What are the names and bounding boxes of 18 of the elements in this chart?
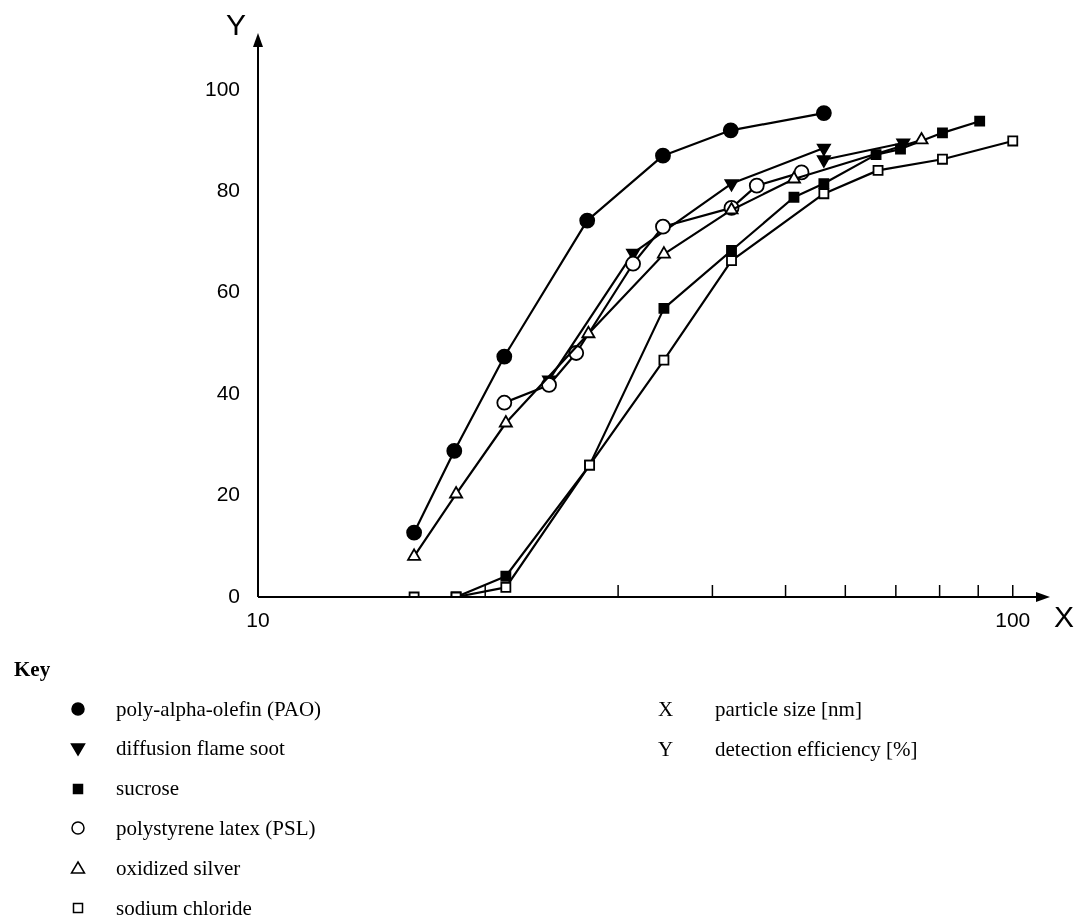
y-tick-label: 80 [216, 177, 240, 201]
legend-label: polystyrene latex (PSL) [116, 815, 316, 841]
y-tick-label: 0 [228, 583, 240, 607]
y-tick-label: 20 [216, 482, 240, 506]
x-tick-label: 10 [246, 608, 270, 632]
legend-label: diffusion flame soot [116, 736, 285, 762]
legend-label: sodium chloride [116, 895, 252, 916]
y-axis-title: Y [225, 8, 246, 42]
legend-label: sucrose [116, 776, 179, 802]
y-tick-label: 100 [204, 76, 240, 100]
y-tick-label: 60 [216, 279, 240, 303]
text: Y detection efficiency [%] [658, 736, 918, 761]
legend-label: oxidized silver [116, 855, 241, 881]
x-axis-title: X [1054, 600, 1075, 634]
legend-label: poly-alpha-olefin (PAO) [116, 696, 322, 722]
y-tick-label: 40 [216, 380, 240, 404]
legend-title: Key [14, 656, 51, 683]
text: X particle size [nm] [658, 697, 862, 721]
